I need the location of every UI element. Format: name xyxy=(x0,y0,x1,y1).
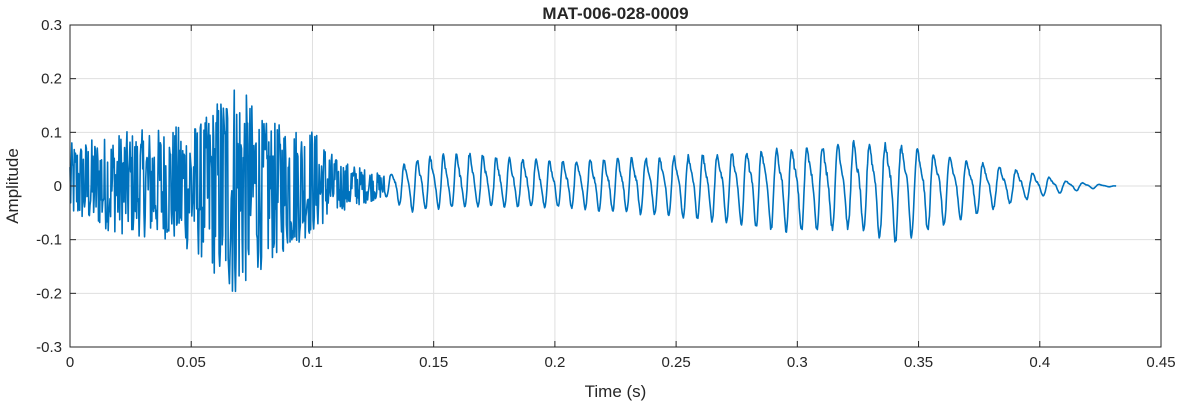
x-tick-labels: 0 0.05 0.1 0.15 0.2 0.25 0.3 0.35 0.4 0.45 xyxy=(66,354,1176,371)
x-tick-label: 0 xyxy=(66,354,74,371)
y-tick-label: -0.3 xyxy=(36,339,62,356)
x-tick-label: 0.1 xyxy=(302,354,323,371)
y-tick-label: 0.1 xyxy=(41,124,62,141)
x-tick-label: 0.4 xyxy=(1029,354,1050,371)
x-tick-label: 0.15 xyxy=(419,354,448,371)
waveform-series-line xyxy=(69,89,1117,293)
y-tick-label: 0.2 xyxy=(41,71,62,88)
x-axis-label: Time (s) xyxy=(585,382,647,401)
y-tick-label: -0.1 xyxy=(36,232,62,249)
x-tick-label: 0.2 xyxy=(544,354,565,371)
x-tick-label: 0.05 xyxy=(177,354,206,371)
y-tick-label: 0 xyxy=(54,178,62,195)
y-axis-label: Amplitude xyxy=(3,148,22,224)
y-tick-label: -0.2 xyxy=(36,285,62,302)
y-tick-label: 0.3 xyxy=(41,17,62,34)
ticks xyxy=(69,24,1162,348)
x-tick-label: 0.45 xyxy=(1146,354,1175,371)
x-tick-label: 0.25 xyxy=(662,354,691,371)
waveform-layer xyxy=(69,89,1117,293)
x-tick-label: 0.3 xyxy=(787,354,808,371)
x-tick-label: 0.35 xyxy=(904,354,933,371)
y-tick-labels: -0.3 -0.2 -0.1 0 0.1 0.2 0.3 xyxy=(36,17,62,356)
chart-title: MAT-006-028-0009 xyxy=(542,4,688,23)
